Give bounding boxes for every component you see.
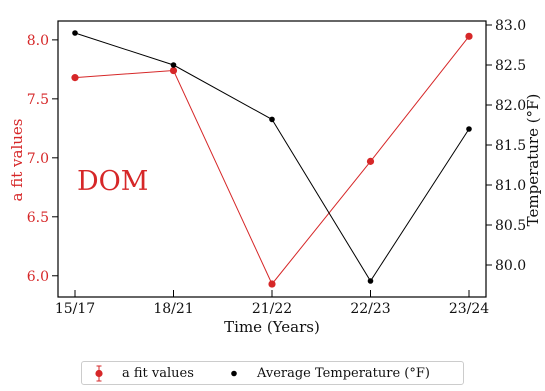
series-point-1 (269, 116, 275, 123)
y-right-tick-label: 81.0 (495, 178, 526, 194)
legend-marker-fit (95, 365, 103, 382)
x-tick-label: 15/17 (55, 301, 95, 317)
plot-frame (57, 20, 487, 298)
y-left-tick-label: 6.5 (27, 210, 49, 226)
annotation-label: DOM (77, 166, 148, 197)
y-right-tick-label: 82.5 (495, 58, 526, 74)
legend-label-fit: a fit values (122, 366, 194, 381)
y-left-tick-label: 8.0 (27, 33, 49, 49)
plot-layer: 15/17 18/21 21/22 22/23 23/24 6.0 6.5 7.0 7.5 8.0… (27, 18, 526, 317)
series-point-0 (268, 280, 276, 288)
y-right-tick-label: 80.0 (495, 258, 526, 274)
y-right-tick-label: 81.5 (495, 138, 526, 154)
series-point-1 (466, 126, 472, 132)
legend-label-temp: Average Temperature (°F) (257, 366, 430, 381)
y-right-tick-label: 80.5 (495, 218, 526, 234)
y-right-tick-label: 83.0 (495, 18, 526, 34)
x-axis-label: Time (Years) (224, 318, 320, 336)
x-tick-label: 18/21 (153, 301, 193, 317)
y-axis-left-label: a fit values (8, 119, 26, 202)
x-tick-label: 23/24 (449, 301, 489, 317)
legend: a fit values Average Temperature (°F) (81, 361, 464, 385)
y-axis-right-label: Temperature (°F) (524, 94, 542, 227)
x-tick-label: 21/22 (252, 301, 292, 317)
series-point-0 (465, 32, 473, 40)
x-tick-label: 22/23 (350, 301, 390, 317)
y-left-tick-label: 6.0 (27, 269, 49, 285)
y-left-tick-label: 7.0 (27, 151, 49, 167)
y-left-tick-label: 7.5 (27, 92, 49, 108)
series-point-0 (71, 74, 79, 82)
series-line-0 (74, 35, 470, 285)
series-point-1 (170, 62, 177, 68)
series-point-0 (366, 157, 375, 165)
series-line-1 (74, 32, 470, 282)
legend-marker-temp (231, 370, 237, 377)
series-point-1 (72, 30, 78, 36)
y-right-tick-label: 82.0 (495, 98, 526, 114)
series-point-1 (367, 278, 374, 284)
series-point-0 (169, 66, 178, 75)
